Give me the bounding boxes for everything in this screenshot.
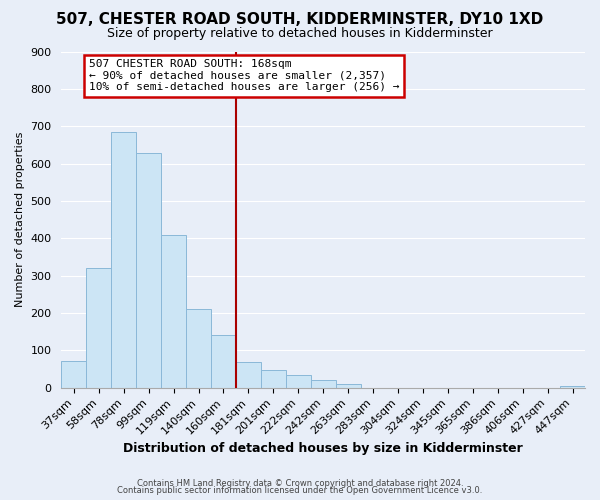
Text: Contains HM Land Registry data © Crown copyright and database right 2024.: Contains HM Land Registry data © Crown c… bbox=[137, 478, 463, 488]
Text: Contains public sector information licensed under the Open Government Licence v3: Contains public sector information licen… bbox=[118, 486, 482, 495]
Text: 507 CHESTER ROAD SOUTH: 168sqm
← 90% of detached houses are smaller (2,357)
10% : 507 CHESTER ROAD SOUTH: 168sqm ← 90% of … bbox=[89, 59, 400, 92]
Bar bbox=[311, 380, 335, 388]
Text: 507, CHESTER ROAD SOUTH, KIDDERMINSTER, DY10 1XD: 507, CHESTER ROAD SOUTH, KIDDERMINSTER, … bbox=[56, 12, 544, 28]
Bar bbox=[136, 153, 161, 388]
Bar bbox=[335, 384, 361, 388]
Text: Size of property relative to detached houses in Kidderminster: Size of property relative to detached ho… bbox=[107, 28, 493, 40]
Bar bbox=[286, 374, 311, 388]
Bar bbox=[61, 361, 86, 388]
Bar bbox=[186, 310, 211, 388]
Bar bbox=[111, 132, 136, 388]
Y-axis label: Number of detached properties: Number of detached properties bbox=[15, 132, 25, 308]
Bar bbox=[236, 362, 261, 388]
Bar bbox=[261, 370, 286, 388]
Bar bbox=[161, 234, 186, 388]
X-axis label: Distribution of detached houses by size in Kidderminster: Distribution of detached houses by size … bbox=[124, 442, 523, 455]
Bar bbox=[86, 268, 111, 388]
Bar bbox=[211, 336, 236, 388]
Bar bbox=[560, 386, 585, 388]
